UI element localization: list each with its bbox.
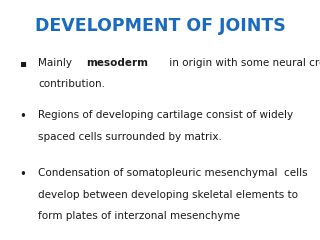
Text: mesoderm: mesoderm (86, 58, 148, 68)
Text: develop between developing skeletal elements to: develop between developing skeletal elem… (38, 190, 298, 200)
Text: •: • (19, 110, 26, 123)
Text: DEVELOPMENT OF JOINTS: DEVELOPMENT OF JOINTS (35, 17, 285, 35)
Text: ▪: ▪ (19, 58, 26, 68)
Text: in origin with some neural crest: in origin with some neural crest (166, 58, 320, 68)
Text: form plates of interzonal mesenchyme: form plates of interzonal mesenchyme (38, 211, 240, 221)
Text: Condensation of somatopleuric mesenchymal  cells: Condensation of somatopleuric mesenchyma… (38, 168, 308, 178)
Text: Mainly: Mainly (38, 58, 76, 68)
Text: spaced cells surrounded by matrix.: spaced cells surrounded by matrix. (38, 132, 222, 142)
Text: •: • (19, 168, 26, 181)
Text: contribution.: contribution. (38, 79, 105, 89)
Text: Regions of developing cartilage consist of widely: Regions of developing cartilage consist … (38, 110, 293, 120)
